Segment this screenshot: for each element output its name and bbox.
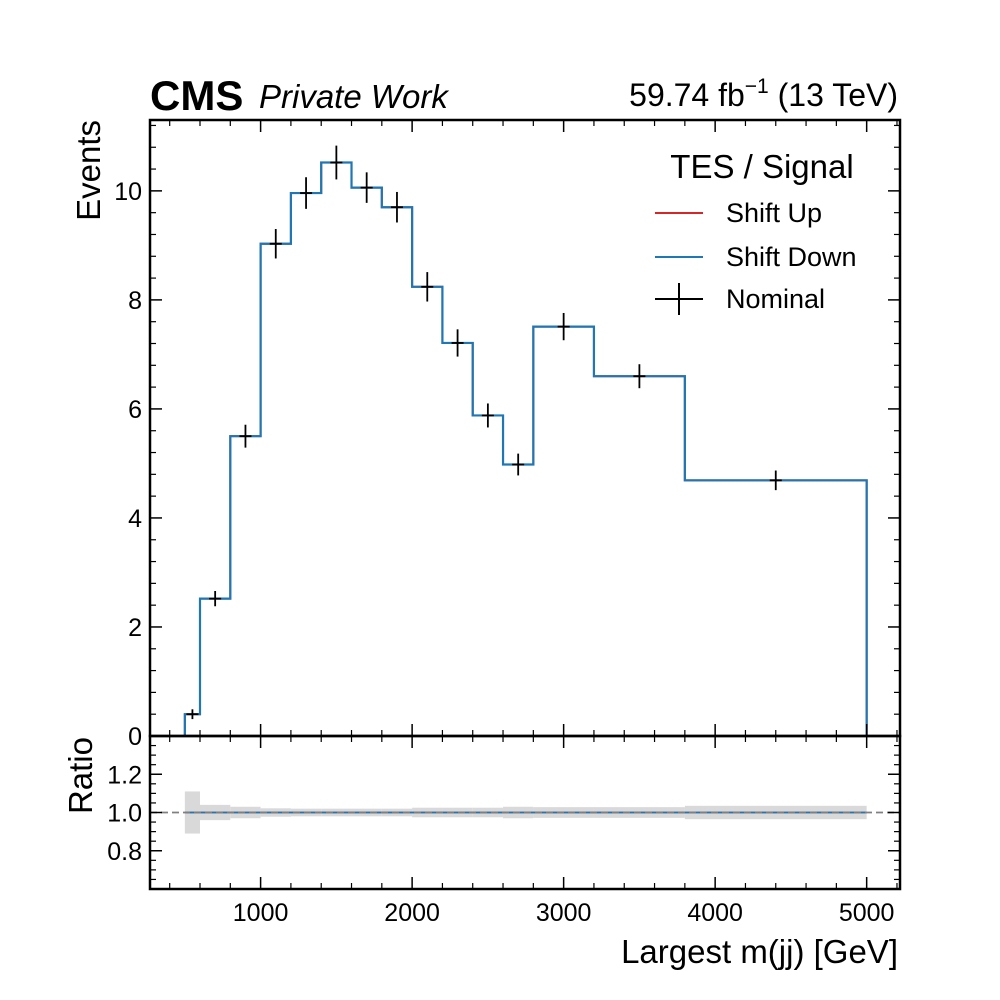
y-axis-label: Events [70,120,107,221]
nominal-point [330,145,343,180]
x-tick-label: 3000 [536,899,592,927]
y-tick-label: 6 [128,396,142,424]
luminosity-label: 59.74 fb−1 (13 TeV) [629,75,898,113]
ratio-marks [150,791,900,834]
y-tick-label: 8 [128,287,142,315]
nominal-point [360,172,373,203]
x-tick-label: 4000 [687,899,743,927]
legend: TES / Signal Shift Up Shift Down Nominal [655,148,857,315]
legend-nominal-label: Nominal [726,284,825,314]
x-tick-label: 2000 [384,899,440,927]
nominal-point [451,329,464,357]
y-tick-label: 10 [114,178,142,206]
main-panel: 0 2 4 6 8 10 Events [70,118,902,751]
nominal-point [390,191,403,223]
x-axis-label: Largest m(jj) [GeV] [621,933,898,970]
luminosity-exponent: −1 [745,75,769,98]
ratio-panel: 0.8 1.0 1.2 Ratio [62,734,902,891]
x-tick-label: 5000 [839,899,895,927]
status-label: Private Work [259,78,449,115]
y-tick-label: 4 [128,505,142,533]
main-marks [183,145,868,736]
x-tick-label: 1000 [233,899,289,927]
nominal-point [557,312,570,341]
nominal-point [512,453,525,476]
ratio-y-tick-label: 1.2 [107,761,142,789]
ratio-y-tick-label: 0.8 [107,838,142,866]
legend-title: TES / Signal [670,148,853,185]
nominal-point [186,709,199,720]
nominal-point [209,590,222,607]
x-axis: 1000 2000 3000 4000 5000 [169,120,898,927]
ratio-frame [148,734,902,891]
nominal-point [300,177,313,209]
nominal-point [269,229,282,259]
nominal-point [769,470,782,491]
legend-shift-up-label: Shift Up [726,198,822,228]
y-tick-label: 2 [128,614,142,642]
nominal-point [633,364,646,389]
ratio-y-axis-label: Ratio [62,737,99,814]
experiment-label: CMS [150,72,243,119]
legend-shift-down-label: Shift Down [726,242,857,272]
legend-nominal-swatch [655,283,703,315]
nominal-point [481,403,494,428]
y-tick-label: 0 [128,723,142,751]
energy-label: (13 TeV) [769,77,898,113]
luminosity-value: 59.74 fb [629,77,745,113]
ratio-y-tick-label: 1.0 [107,800,142,828]
nominal-point [239,424,252,448]
nominal-point [421,272,434,302]
